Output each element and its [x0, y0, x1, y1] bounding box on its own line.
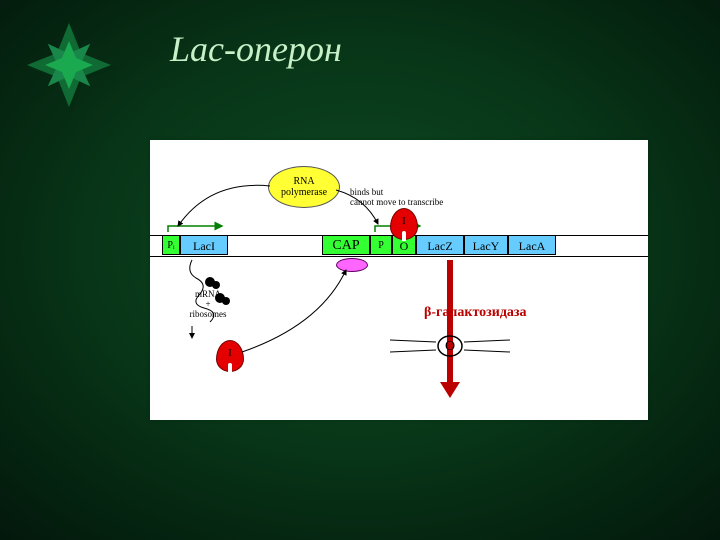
gene-CAP: CAP [322, 235, 370, 255]
lac-operon-diagram: PᵢLacICAPPOLacZLacYLacA RNA polymerase b… [150, 140, 648, 420]
repressor-bound-label: I [402, 215, 406, 227]
product-label: β-галактозидаза [424, 305, 527, 321]
repressor-free: I [216, 340, 244, 372]
binds-note-line2: cannot move to transcribe [350, 198, 443, 208]
corner-ornament [22, 18, 122, 118]
operator-symbol: O [390, 328, 510, 378]
repressor-bound: I [390, 208, 418, 240]
rna-polymerase-label-2: polymerase [269, 187, 339, 198]
gene-LacA: LacA [508, 235, 556, 255]
slide-title: Lac-оперон [170, 28, 342, 70]
gene-P: P [370, 235, 392, 255]
gene-LacZ: LacZ [416, 235, 464, 255]
repressor-free-label: I [228, 347, 232, 359]
rna-polymerase: RNA polymerase [268, 166, 340, 208]
operator-symbol-label: O [445, 339, 455, 354]
binds-note: binds but cannot move to transcribe [350, 188, 443, 208]
rna-polymerase-label-1: RNA [269, 176, 339, 187]
mrna-label-3: ribosomes [184, 310, 232, 320]
cap-protein [336, 258, 368, 272]
mrna-label: mRNA + ribosomes [184, 290, 232, 320]
gene-LacY: LacY [464, 235, 508, 255]
